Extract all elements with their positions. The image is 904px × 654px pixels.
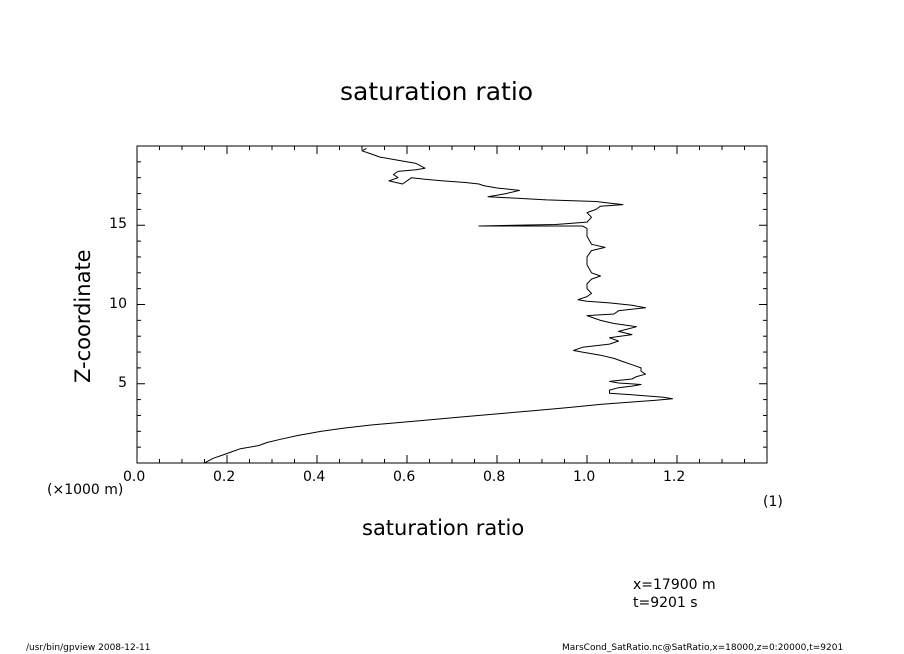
footer-left: /usr/bin/gpview 2008-12-11 [26, 643, 151, 653]
y-axis-label: Z-coordinate [71, 249, 95, 383]
footer-right: MarsCond_SatRatio.nc@SatRatio,x=18000,z=… [562, 643, 844, 653]
y-tick-label: 10 [109, 295, 127, 312]
position-annotation: x=17900 m [633, 577, 716, 593]
x-tick-label: 0.6 [393, 469, 416, 485]
x-tick-label: 0.0 [123, 469, 146, 485]
x-tick-label: 0.2 [213, 469, 236, 485]
x-tick-label: 1.2 [663, 469, 686, 485]
y-tick-label: 15 [109, 216, 127, 233]
time-annotation: t=9201 s [633, 595, 698, 611]
y-tick-label: 5 [118, 374, 127, 391]
y-axis-ticks [137, 161, 767, 448]
chart-title: saturation ratio [340, 77, 534, 106]
plot-frame [136, 145, 768, 464]
y-axis-units: (×1000 m) [47, 482, 124, 498]
series-layer [204, 147, 673, 464]
x-axis-ticks [136, 146, 768, 463]
x-axis-units: (1) [763, 494, 783, 510]
x-tick-label: 1.0 [573, 469, 596, 485]
x-axis-label: saturation ratio [362, 516, 525, 540]
x-tick-label: 0.4 [303, 469, 326, 485]
series-line-0 [204, 147, 673, 464]
x-tick-label: 0.8 [483, 469, 506, 485]
